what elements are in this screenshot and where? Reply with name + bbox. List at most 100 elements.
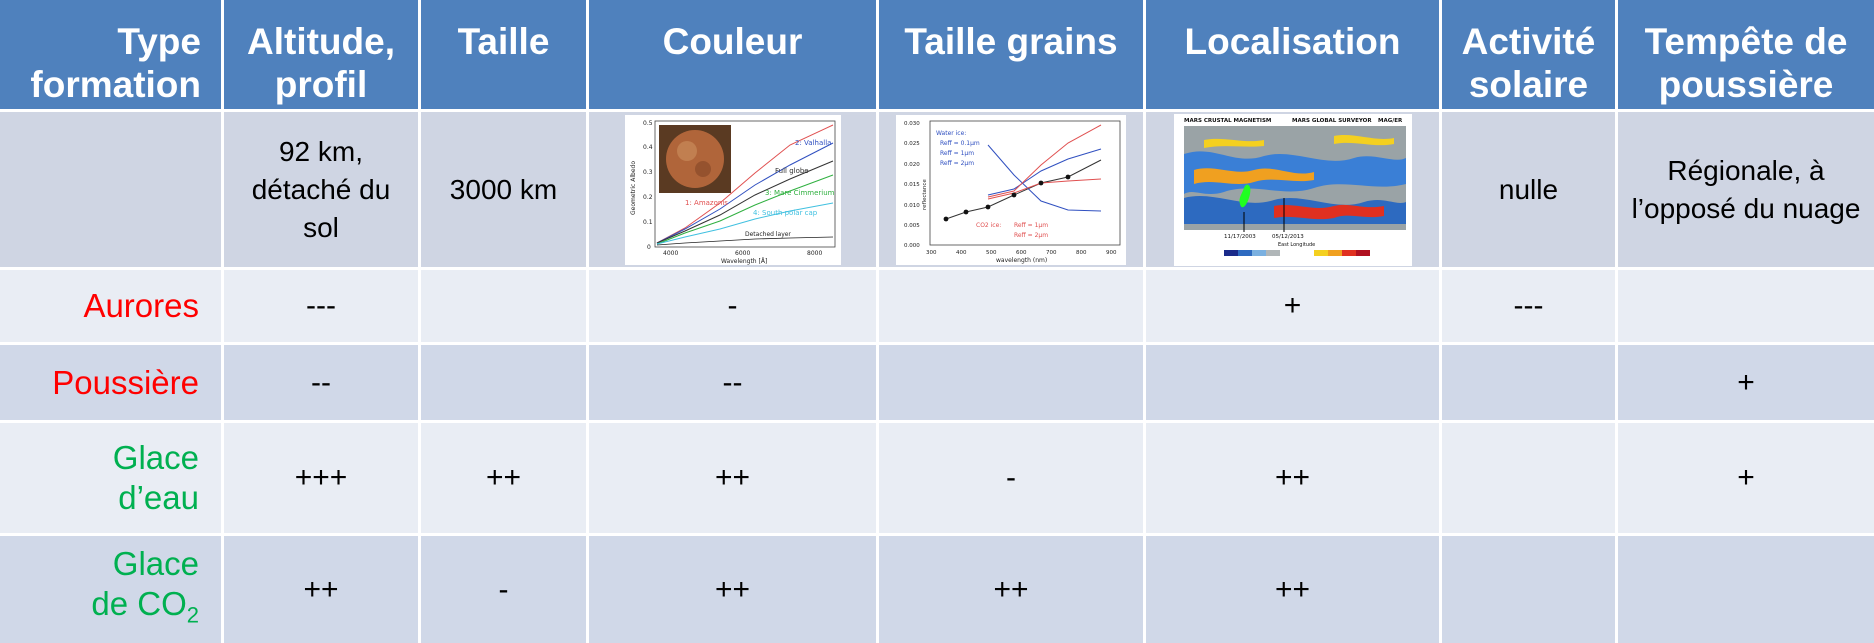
grain-legend-water-0: Water ice:	[936, 130, 966, 137]
cell-aurores-tempete	[1618, 270, 1874, 345]
albedo-legend-4: 4: South polar cap	[753, 209, 818, 217]
cell-aurores-activite: ---	[1442, 270, 1618, 345]
cell-glace-eau-localisation: ++	[1146, 423, 1442, 536]
cell-glace-co2-activite	[1442, 536, 1618, 643]
header-tempete: Tempête de poussière	[1618, 0, 1874, 112]
grain-figure-cell: Water ice: Reff = 0.1µm Reff = 1µm Reff …	[879, 112, 1146, 270]
grain-legend-water-2: Reff = 1µm	[940, 150, 974, 157]
map-subtitle: MARS GLOBAL SURVEYOR	[1292, 118, 1372, 124]
cell-glace-co2-tempete	[1618, 536, 1874, 643]
empty-label-cell	[0, 112, 224, 270]
cell-aurores-grains	[879, 270, 1146, 345]
cell-aurores-altitude: ---	[224, 270, 421, 345]
cell-glace-co2-couleur: ++	[589, 536, 879, 643]
grain-xtick-5: 800	[1076, 250, 1087, 256]
grain-ytick-2: 0.010	[904, 203, 920, 209]
reflectance-figure: Water ice: Reff = 0.1µm Reff = 1µm Reff …	[896, 114, 1126, 265]
cell-glace-eau-tempete: +	[1618, 423, 1874, 536]
header-row: Type formation Altitude, profil Taille C…	[0, 0, 1874, 112]
cell-poussiere-taille	[421, 345, 589, 423]
map-date-1: 05/12/2013	[1272, 234, 1304, 240]
cell-aurores-taille	[421, 270, 589, 345]
grain-ytick-1: 0.005	[904, 223, 920, 229]
tempete-value: Régionale, à l’opposé du nuage	[1618, 112, 1874, 270]
cell-poussiere-localisation	[1146, 345, 1442, 423]
grain-legend-water-3: Reff = 2µm	[940, 160, 974, 167]
grain-xlabel: wavelength (nm)	[996, 257, 1047, 264]
crustal-magnetism-map: MARS CRUSTAL MAGNETISM MARS GLOBAL SURVE…	[1173, 113, 1412, 266]
albedo-xtick-0: 4000	[663, 250, 678, 257]
table-row-poussiere: Poussière -- -- +	[0, 345, 1874, 423]
albedo-ytick-5: 0.5	[643, 120, 653, 127]
table-row-glace-co2: Glace de CO2 ++ - ++ ++ ++	[0, 536, 1874, 643]
albedo-ytick-4: 0.4	[643, 144, 653, 151]
location-figure-cell: MARS CRUSTAL MAGNETISM MARS GLOBAL SURVE…	[1146, 112, 1442, 270]
grain-ytick-4: 0.020	[904, 162, 920, 168]
albedo-spectrum-figure: 2: Valhalla Full globe 3: Mare Cimmerium…	[624, 114, 841, 265]
cell-poussiere-altitude: --	[224, 345, 421, 423]
cell-glace-co2-taille: -	[421, 536, 589, 643]
cell-poussiere-grains	[879, 345, 1146, 423]
grain-ytick-5: 0.025	[904, 141, 920, 147]
cell-glace-co2-altitude: ++	[224, 536, 421, 643]
grain-xtick-3: 600	[1016, 250, 1027, 256]
cell-aurores-couleur: -	[589, 270, 879, 345]
header-localisation: Localisation	[1146, 0, 1442, 112]
row-label-glace-co2: Glace de CO2	[0, 536, 224, 643]
grain-ytick-3: 0.015	[904, 182, 920, 188]
detached-layer-row: 92 km, détaché du sol 3000 km 2: Valhall…	[0, 112, 1874, 270]
cell-poussiere-tempete: +	[1618, 345, 1874, 423]
albedo-legend-5: 1: Amazonis	[685, 199, 728, 207]
albedo-xlabel: Wavelength [Å]	[721, 258, 767, 265]
albedo-legend-1: 2: Valhalla	[795, 139, 831, 147]
albedo-xtick-1: 6000	[735, 250, 750, 257]
cell-glace-eau-altitude: +++	[224, 423, 421, 536]
grain-xtick-4: 700	[1046, 250, 1057, 256]
grain-ytick-0: 0.000	[904, 243, 920, 249]
color-figure-cell: 2: Valhalla Full globe 3: Mare Cimmerium…	[589, 112, 879, 270]
taille-value: 3000 km	[421, 112, 589, 270]
cell-glace-eau-taille: ++	[421, 423, 589, 536]
cell-aurores-localisation: +	[1146, 270, 1442, 345]
albedo-legend-2: Full globe	[775, 167, 809, 175]
cell-glace-eau-couleur: ++	[589, 423, 879, 536]
cell-glace-eau-grains: -	[879, 423, 1146, 536]
header-altitude: Altitude, profil	[224, 0, 421, 112]
albedo-xtick-2: 8000	[807, 250, 822, 257]
albedo-ytick-2: 0.2	[643, 194, 653, 201]
altitude-value: 92 km, détaché du sol	[224, 112, 421, 270]
grain-ytick-6: 0.030	[904, 121, 920, 127]
grain-xtick-6: 900	[1106, 250, 1117, 256]
row-label-aurores: Aurores	[0, 270, 224, 345]
map-title: MARS CRUSTAL MAGNETISM	[1184, 118, 1271, 124]
activite-value: nulle	[1442, 112, 1618, 270]
grain-xtick-1: 400	[956, 250, 967, 256]
row-label-glace-eau: Glace d’eau	[0, 423, 224, 536]
header-couleur: Couleur	[589, 0, 879, 112]
header-type-formation: Type formation	[0, 0, 224, 112]
header-taille: Taille	[421, 0, 589, 112]
header-taille-grains: Taille grains	[879, 0, 1146, 112]
albedo-ytick-3: 0.3	[643, 169, 653, 176]
cell-glace-co2-grains: ++	[879, 536, 1146, 643]
grain-ylabel: reflectance	[922, 178, 928, 209]
albedo-ytick-1: 0.1	[643, 219, 653, 226]
cell-glace-co2-localisation: ++	[1146, 536, 1442, 643]
grain-legend-co2-2: Reff = 2µm	[1014, 232, 1048, 239]
grain-legend-water-1: Reff = 0.1µm	[940, 140, 980, 147]
albedo-legend-6: Detached layer	[745, 231, 791, 238]
grain-legend-co2-0: CO2 ice:	[976, 222, 1001, 229]
map-xlabel: East Longitude	[1278, 242, 1315, 248]
row-label-glace-co2-text: Glace de CO	[91, 544, 199, 622]
table-row-glace-eau: Glace d’eau +++ ++ ++ - ++ +	[0, 423, 1874, 536]
grain-xtick-0: 300	[926, 250, 937, 256]
cell-poussiere-activite	[1442, 345, 1618, 423]
table-row-aurores: Aurores --- - + ---	[0, 270, 1874, 345]
row-label-glace-co2-subscript: 2	[186, 602, 199, 628]
grain-xtick-2: 500	[986, 250, 997, 256]
row-label-poussiere: Poussière	[0, 345, 224, 423]
cell-glace-eau-activite	[1442, 423, 1618, 536]
albedo-ylabel: Geometric Albedo	[630, 160, 637, 214]
header-activite-solaire: Activité solaire	[1442, 0, 1618, 112]
